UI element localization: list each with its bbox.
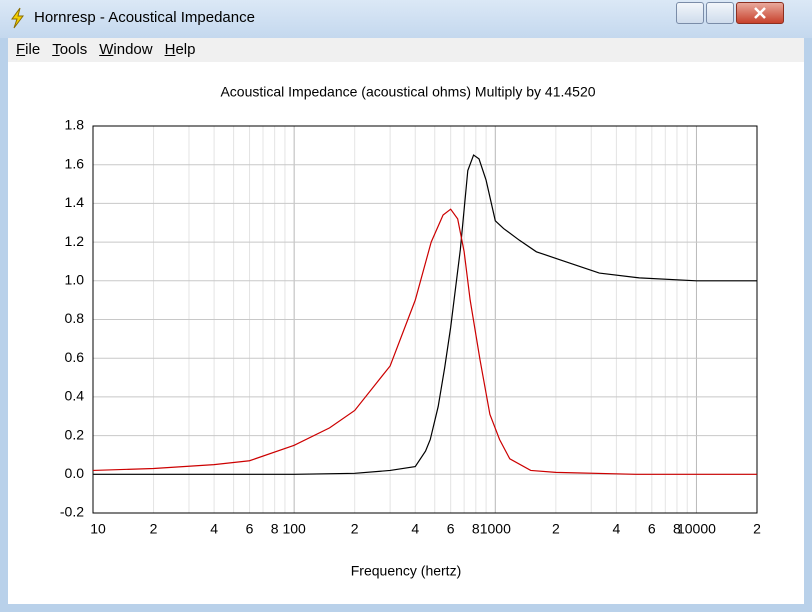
x-tick-label: 6 — [447, 521, 455, 537]
menu-item[interactable]: Tools — [52, 41, 88, 58]
y-tick-label: 0.2 — [65, 426, 85, 442]
x-tick-label: 8 — [271, 521, 279, 537]
series-line — [92, 208, 757, 475]
y-tick-label: 1.0 — [65, 272, 85, 288]
y-tick-label: 1.4 — [65, 194, 85, 210]
x-tick-label: 1000 — [480, 521, 511, 537]
y-tick-label: 0.0 — [65, 465, 85, 481]
x-tick-label: 2 — [753, 521, 761, 537]
x-axis-label: Frequency (hertz) — [351, 563, 461, 579]
chart-title: Acoustical Impedance (acoustical ohms) M… — [220, 84, 595, 100]
minimize-button[interactable] — [676, 2, 704, 24]
y-tick-label: 0.6 — [65, 349, 85, 365]
y-tick-label: 0.8 — [65, 310, 85, 326]
menu-item[interactable]: Window — [99, 41, 153, 58]
close-icon — [754, 7, 766, 19]
x-tick-label: 4 — [613, 521, 621, 537]
x-tick-label: 4 — [411, 521, 419, 537]
window-title: Hornresp - Acoustical Impedance — [34, 9, 255, 26]
app-icon — [11, 7, 24, 29]
x-tick-label: 100 — [282, 521, 306, 537]
menu-bar: File Tools Window Help — [8, 38, 804, 62]
title-bar: Hornresp - Acoustical Impedance — [0, 0, 812, 38]
x-tick-label: 6 — [246, 521, 254, 537]
y-tick-label: -0.2 — [60, 504, 84, 520]
x-tick-label: 8 — [472, 521, 480, 537]
series-line — [93, 154, 757, 475]
maximize-button[interactable] — [706, 2, 734, 24]
y-tick-label: 1.6 — [65, 155, 85, 171]
x-tick-label: 10000 — [677, 521, 716, 537]
x-tick-label: 2 — [150, 521, 158, 537]
x-tick-label: 8 — [673, 521, 681, 537]
x-tick-label: 4 — [210, 521, 218, 537]
y-tick-label: 1.2 — [65, 233, 85, 249]
x-tick-label: 10 — [90, 521, 106, 537]
menu-item[interactable]: File — [16, 41, 41, 58]
x-tick-label: 2 — [552, 521, 560, 537]
x-tick-label: 6 — [648, 521, 656, 537]
plot-border — [92, 125, 758, 514]
x-tick-label: 2 — [351, 521, 359, 537]
close-button[interactable] — [736, 2, 784, 24]
y-tick-label: 1.8 — [65, 117, 85, 133]
y-tick-label: 0.4 — [65, 388, 85, 404]
menu-item[interactable]: Help — [164, 41, 196, 58]
